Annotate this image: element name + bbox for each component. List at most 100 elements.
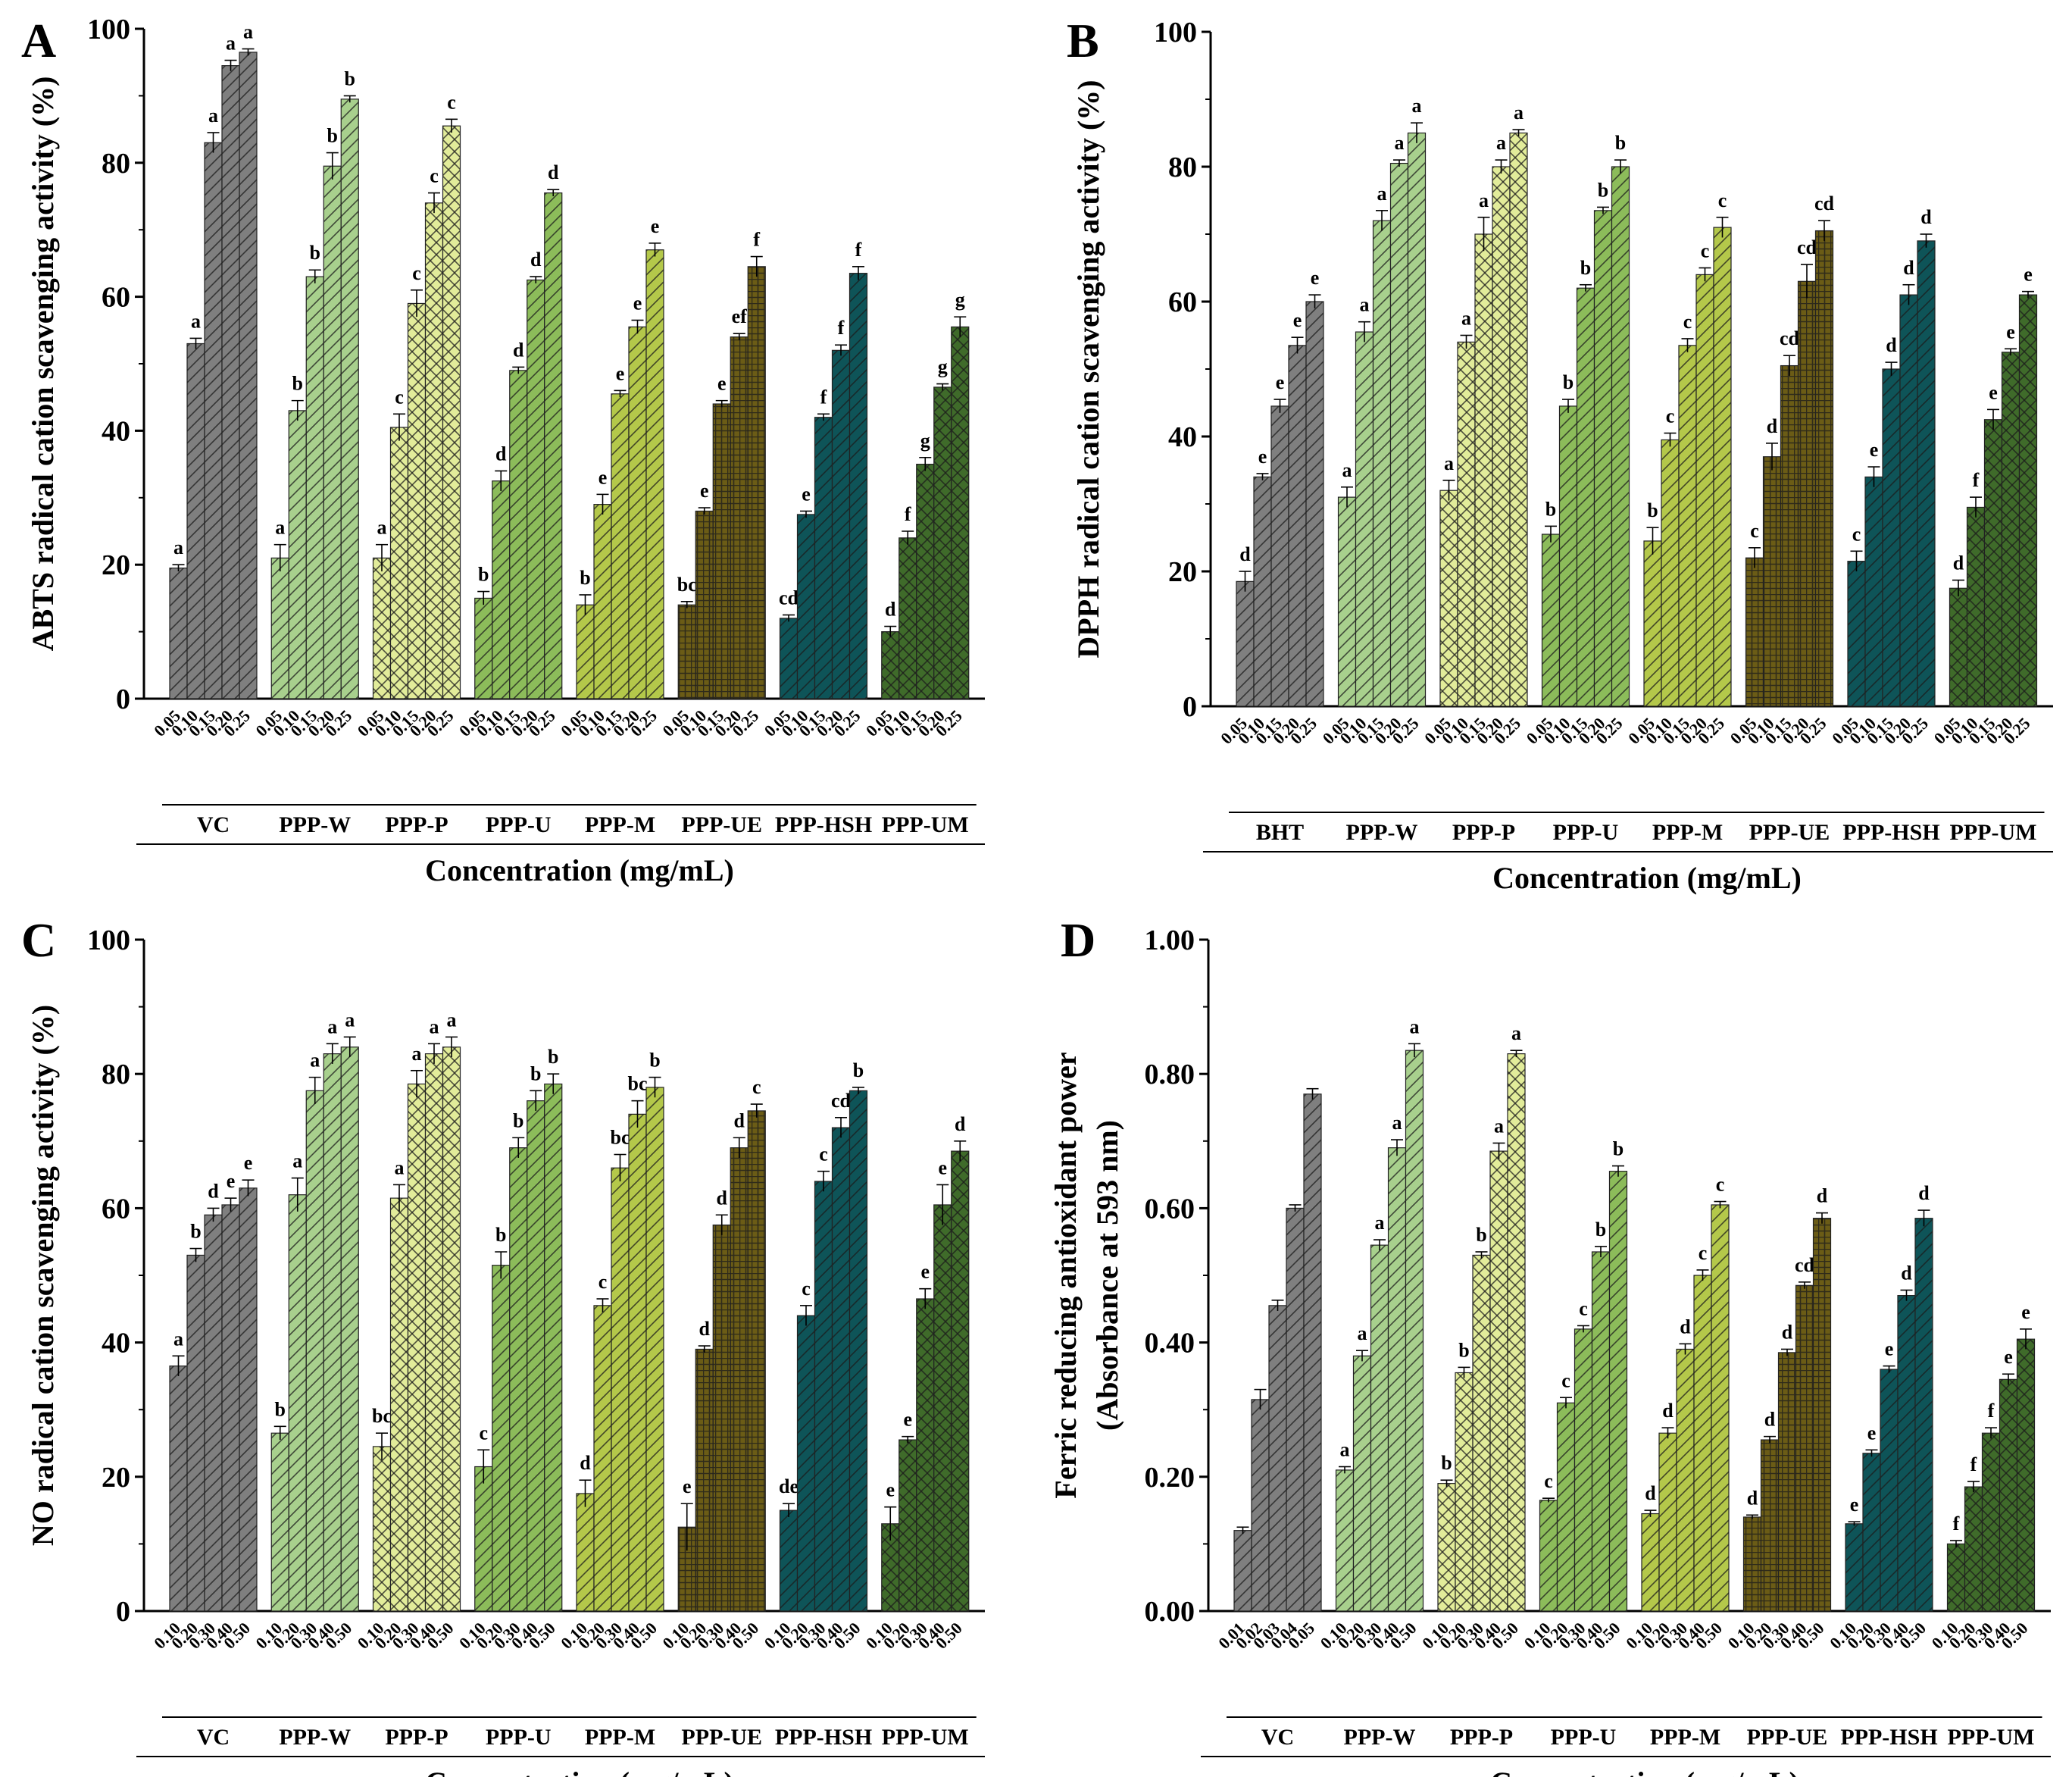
bar xyxy=(1507,1053,1526,1612)
bar xyxy=(1591,1251,1611,1612)
bar xyxy=(1455,1372,1474,1612)
bar xyxy=(474,1466,493,1612)
y-axis-label: ABTS radical cation scavenging activity … xyxy=(26,77,60,652)
group-label: PPP-HSH xyxy=(1840,1725,1937,1750)
significance-letter: cd xyxy=(831,1090,852,1112)
bar xyxy=(1539,1500,1558,1612)
group-label: PPP-M xyxy=(1652,820,1723,845)
significance-letter: c xyxy=(395,386,404,408)
bar xyxy=(576,604,595,699)
bar xyxy=(442,1046,461,1612)
group-label: PPP-M xyxy=(1650,1725,1720,1750)
bar xyxy=(474,597,493,699)
significance-letter: b xyxy=(275,1398,286,1420)
significance-letter: a xyxy=(226,33,236,55)
bar xyxy=(1899,294,1918,707)
group-label: PPP-W xyxy=(1344,1725,1416,1750)
bar xyxy=(1437,1483,1456,1612)
bar xyxy=(270,557,289,699)
bar xyxy=(1678,345,1697,707)
significance-letter: a xyxy=(1358,1322,1367,1344)
bar xyxy=(389,1197,409,1612)
bar xyxy=(1780,364,1799,707)
y-tick-label: 60 xyxy=(102,282,130,314)
significance-letter: c xyxy=(412,262,421,284)
bar xyxy=(593,1305,612,1612)
significance-letter: f xyxy=(820,386,827,408)
significance-letter: a xyxy=(1479,189,1489,211)
bar xyxy=(221,1204,240,1612)
bar xyxy=(1253,476,1272,707)
bar xyxy=(747,266,766,699)
significance-letter: a xyxy=(447,1009,457,1031)
significance-letter: a xyxy=(1377,183,1387,205)
bar xyxy=(898,1439,917,1612)
group-label: PPP-UM xyxy=(1950,820,2037,845)
significance-letter: e xyxy=(1989,381,1998,403)
bar xyxy=(1964,1486,1983,1612)
group-label: VC xyxy=(197,812,230,837)
y-tick-label: 20 xyxy=(102,549,130,581)
significance-letter: b xyxy=(1545,498,1556,520)
significance-letter: c xyxy=(1666,405,1675,427)
significance-letter: d xyxy=(1662,1400,1674,1422)
significance-letter: a xyxy=(275,517,285,539)
bar xyxy=(611,393,630,699)
bar xyxy=(814,417,833,699)
bar xyxy=(1914,1218,1933,1612)
significance-letter: f xyxy=(838,317,845,339)
significance-letter: b xyxy=(853,1059,864,1081)
y-tick-label: 60 xyxy=(1168,286,1197,318)
y-tick-label: 0 xyxy=(116,1596,130,1628)
significance-letter: d xyxy=(580,1452,591,1474)
bar xyxy=(1676,1348,1695,1612)
bar xyxy=(288,410,307,699)
significance-letter: d xyxy=(717,1187,728,1209)
significance-letter: e xyxy=(886,1479,895,1501)
bar xyxy=(2016,1338,2036,1612)
bar xyxy=(628,326,647,699)
bar xyxy=(1335,1469,1355,1612)
bar xyxy=(848,273,868,699)
significance-letter: d xyxy=(1239,543,1251,565)
bar xyxy=(1797,280,1817,707)
y-tick-label: 0.20 xyxy=(1145,1462,1195,1494)
significance-letter: a xyxy=(1511,1022,1521,1044)
bar xyxy=(509,370,528,699)
bar xyxy=(1608,1171,1628,1612)
significance-letter: c xyxy=(802,1278,811,1300)
bar xyxy=(1593,210,1613,707)
group-label: PPP-P xyxy=(385,812,448,837)
significance-letter: d xyxy=(1645,1482,1656,1504)
group-label: PPP-P xyxy=(385,1725,448,1750)
bar xyxy=(1286,1207,1305,1612)
bar xyxy=(1492,166,1511,707)
bar xyxy=(288,1194,307,1612)
bar xyxy=(1387,1147,1407,1612)
significance-letter: d xyxy=(1953,552,1964,574)
group-label: PPP-P xyxy=(1452,820,1515,845)
significance-letter: a xyxy=(1412,95,1422,117)
panel-letter-D: D xyxy=(1061,913,1095,967)
significance-letter: bc xyxy=(628,1073,648,1095)
group-label: PPP-U xyxy=(1553,820,1619,845)
panel-A: A 0 20 40 60 80 100 ABTS radical cation scaveng… xyxy=(21,14,985,887)
significance-letter: b xyxy=(649,1050,660,1072)
significance-letter: f xyxy=(1973,469,1980,491)
bar xyxy=(1661,439,1680,707)
significance-letter: d xyxy=(1680,1316,1691,1337)
significance-letter: a xyxy=(208,105,218,127)
significance-letter: f xyxy=(753,229,760,251)
significance-letter: d xyxy=(955,1113,966,1135)
group-label: PPP-HSH xyxy=(775,812,872,837)
bar xyxy=(1556,1402,1576,1612)
group-label: PPP-U xyxy=(486,1725,552,1750)
significance-letter: e xyxy=(633,293,642,314)
significance-letter: e xyxy=(683,1475,692,1497)
significance-letter: d xyxy=(530,249,542,271)
bar xyxy=(270,1432,289,1612)
y-tick-label: 80 xyxy=(102,148,130,180)
significance-letter: b xyxy=(1598,179,1608,201)
y-tick-label: 0.80 xyxy=(1145,1059,1195,1090)
significance-letter: d xyxy=(495,443,507,465)
